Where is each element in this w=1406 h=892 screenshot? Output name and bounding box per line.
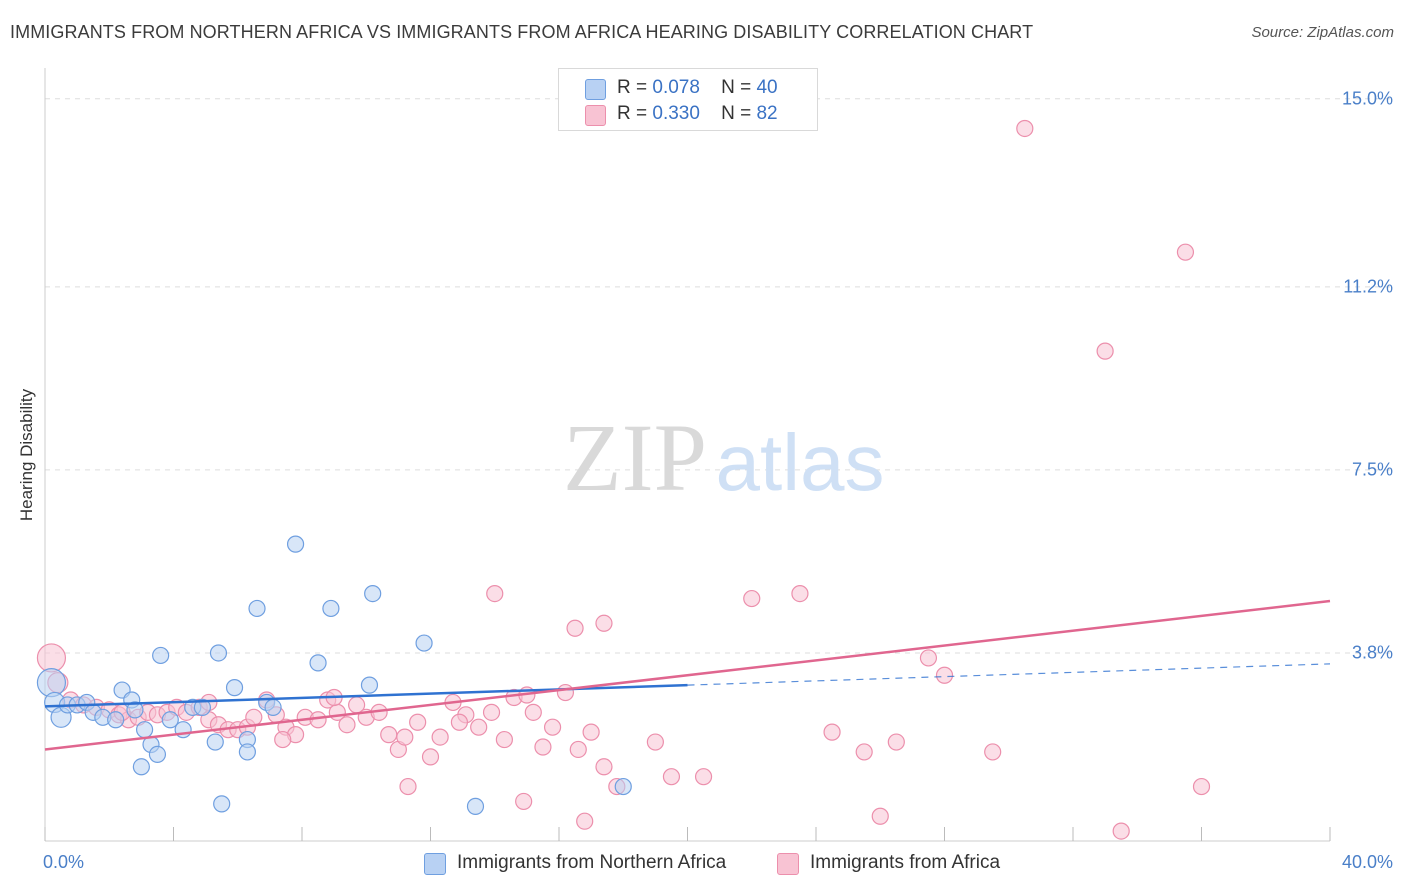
data-point-africa — [791, 584, 809, 603]
n-value-africa: 82 — [756, 103, 778, 124]
r-value-africa: 0.330 — [652, 103, 700, 124]
data-point-northern-africa — [132, 758, 150, 776]
data-point-africa — [556, 683, 575, 702]
data-point-africa — [569, 740, 587, 759]
data-point-northern-africa — [126, 701, 144, 719]
trend-line-africa — [44, 599, 1331, 751]
data-point-northern-africa — [415, 634, 433, 652]
trend-lines — [44, 599, 1331, 751]
data-point-northern-africa — [364, 584, 382, 603]
data-point-northern-africa — [264, 698, 282, 717]
data-point-africa — [743, 589, 761, 608]
data-point-africa — [399, 777, 417, 796]
data-point-northern-africa — [193, 698, 212, 717]
data-point-africa — [421, 748, 440, 766]
data-point-northern-africa — [309, 654, 327, 672]
y-tick-label: 11.2% — [1343, 276, 1393, 297]
data-point-africa — [871, 807, 889, 825]
gridlines — [45, 98, 1390, 654]
data-point-northern-africa — [248, 599, 266, 618]
stats-box: R = 0.078 N = 40 R = 0.330 N = 82 — [558, 68, 818, 131]
data-point-northern-africa — [135, 721, 154, 739]
data-point-africa — [582, 723, 600, 741]
pink-swatch — [585, 105, 606, 126]
data-point-africa — [274, 730, 292, 749]
data-point-africa — [36, 643, 67, 673]
data-point-africa — [576, 812, 594, 830]
data-point-africa — [919, 649, 938, 667]
data-point-africa — [1176, 243, 1195, 261]
chart-title: IMMIGRANTS FROM NORTHERN AFRICA VS IMMIG… — [10, 22, 1034, 42]
data-point-africa — [566, 619, 584, 637]
trend-line-northern-africa-extension — [687, 663, 1331, 686]
data-point-africa — [1112, 822, 1130, 840]
data-point-northern-africa — [225, 679, 244, 697]
data-point-africa — [543, 718, 562, 736]
data-point-northern-africa — [152, 646, 170, 665]
data-point-northern-africa — [286, 535, 305, 553]
data-point-africa — [431, 728, 449, 746]
data-point-africa — [646, 733, 664, 751]
watermark-atlas: atlas — [716, 418, 885, 507]
data-point-africa — [694, 768, 713, 786]
data-point-northern-africa — [206, 733, 224, 751]
data-point-africa — [855, 743, 873, 761]
x-tick-label-max: 40.0% — [1341, 852, 1393, 872]
data-point-africa — [486, 584, 504, 603]
data-point-northern-africa — [466, 797, 485, 815]
data-point-africa — [450, 713, 469, 731]
data-point-africa — [396, 728, 414, 746]
r-label: R = — [617, 77, 648, 98]
data-point-northern-africa — [238, 743, 256, 761]
data-point-africa — [1016, 119, 1034, 138]
data-point-africa — [409, 713, 427, 731]
data-point-africa — [662, 768, 681, 786]
data-point-africa — [482, 703, 501, 721]
legend-swatch-pink — [777, 853, 799, 875]
data-point-africa — [470, 718, 488, 736]
data-point-northern-africa — [107, 711, 125, 729]
data-point-africa — [935, 666, 954, 684]
blue-swatch — [585, 79, 606, 100]
r-label: R = — [617, 103, 648, 124]
n-value-northern-africa: 40 — [756, 77, 778, 98]
data-point-africa — [1192, 777, 1211, 796]
y-tick-label: 15.0% — [1341, 88, 1393, 109]
legend-label: Immigrants from Northern Africa — [457, 852, 727, 873]
watermark-zip: ZIP — [563, 404, 707, 511]
data-point-africa — [338, 716, 356, 734]
data-point-africa — [245, 708, 263, 726]
data-point-africa — [524, 703, 542, 721]
y-tick-label: 7.5% — [1351, 459, 1393, 480]
data-point-africa — [495, 730, 513, 749]
data-point-northern-africa — [322, 599, 340, 618]
data-point-africa — [595, 614, 613, 632]
data-point-northern-africa — [161, 711, 179, 729]
data-point-africa — [595, 758, 613, 776]
r-value-northern-africa: 0.078 — [652, 77, 700, 98]
data-point-africa — [515, 792, 533, 811]
x-tick-label-min: 0.0% — [43, 852, 85, 872]
watermark: ZIP atlas — [563, 404, 884, 511]
data-point-africa — [823, 723, 841, 741]
data-point-northern-africa — [209, 644, 228, 662]
n-label: N = — [721, 103, 752, 124]
data-point-africa — [984, 743, 1002, 761]
data-point-africa — [887, 733, 905, 751]
data-point-northern-africa — [148, 745, 167, 764]
series-northern-africa-points — [36, 535, 632, 815]
data-point-africa — [534, 738, 552, 756]
source-credit: Source: ZipAtlas.com — [1251, 24, 1394, 41]
legend-swatch-blue — [424, 853, 446, 875]
data-point-africa — [380, 726, 398, 744]
n-label: N = — [721, 77, 752, 98]
data-point-northern-africa — [360, 676, 379, 694]
data-point-northern-africa — [614, 777, 632, 796]
y-tick-label: 3.8% — [1351, 642, 1393, 663]
data-point-northern-africa — [213, 795, 231, 813]
axes — [44, 68, 1331, 842]
data-point-africa — [1096, 342, 1114, 360]
legend-label: Immigrants from Africa — [810, 852, 1001, 873]
